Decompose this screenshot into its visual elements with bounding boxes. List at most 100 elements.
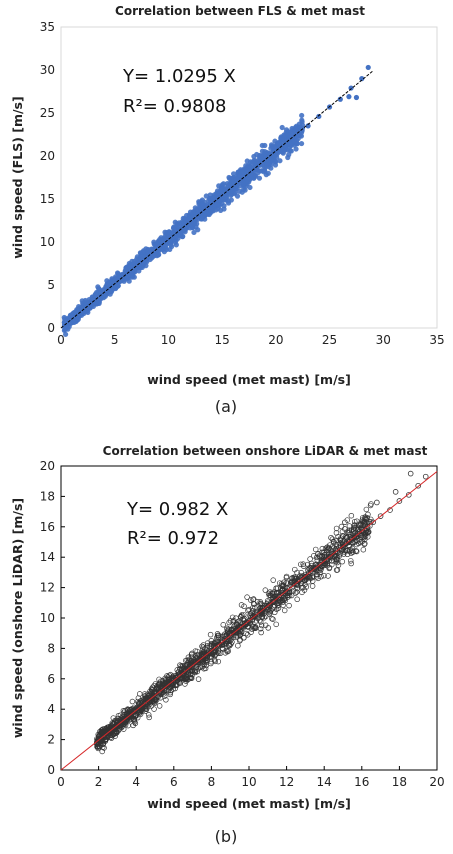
scatter-point-a bbox=[251, 153, 257, 160]
scatter-point-b bbox=[137, 711, 144, 717]
scatter-point-a bbox=[274, 154, 280, 160]
scatter-point-b bbox=[135, 698, 141, 705]
scatter-point-b bbox=[286, 592, 293, 599]
x-tick-label-a: 10 bbox=[161, 333, 176, 347]
x-tick-label-b: 0 bbox=[57, 775, 65, 789]
regression-equation-b: Y= 0.982 X bbox=[126, 499, 228, 520]
data-point-a bbox=[353, 94, 360, 101]
scatter-point-b bbox=[337, 550, 344, 557]
scatter-point-a bbox=[239, 189, 245, 195]
data-point-b bbox=[201, 653, 207, 659]
data-point-a bbox=[171, 233, 177, 239]
scatter-point-b bbox=[215, 658, 222, 665]
x-tick-label-a: 0 bbox=[57, 333, 65, 347]
data-point-a bbox=[160, 241, 166, 248]
y-tick-label-b: 0 bbox=[47, 763, 55, 777]
data-point-b bbox=[208, 648, 215, 655]
data-point-b bbox=[289, 584, 296, 591]
scatter-point-b bbox=[357, 539, 363, 545]
data-point-b bbox=[302, 574, 309, 580]
scatter-point-b bbox=[129, 698, 136, 705]
scatter-point-b bbox=[328, 534, 334, 541]
data-point-b bbox=[157, 688, 164, 694]
scatter-point-b bbox=[149, 687, 155, 693]
data-point-b bbox=[370, 519, 376, 526]
scatter-point-a bbox=[206, 198, 212, 204]
y-tick-label-b: 14 bbox=[40, 550, 55, 564]
scatter-point-b bbox=[319, 563, 325, 570]
scatter-point-a bbox=[189, 223, 195, 229]
scatter-point-b bbox=[120, 726, 127, 732]
scatter-point-b bbox=[286, 602, 292, 609]
scatter-point-b bbox=[326, 565, 333, 572]
scatter-point-a bbox=[104, 281, 110, 287]
data-point-a bbox=[112, 279, 118, 286]
scatter-point-a bbox=[253, 173, 259, 179]
scatter-point-a bbox=[264, 161, 270, 167]
scatter-point-b bbox=[331, 539, 337, 545]
data-point-b bbox=[364, 523, 371, 530]
scatter-point-a bbox=[216, 183, 222, 189]
scatter-point-b bbox=[248, 597, 254, 603]
scatter-point-a bbox=[145, 247, 152, 253]
scatter-point-b bbox=[312, 546, 319, 553]
scatter-point-b bbox=[141, 691, 148, 697]
scatter-point-b bbox=[301, 587, 308, 593]
data-point-b bbox=[283, 587, 290, 594]
scatter-point-b bbox=[361, 534, 367, 541]
scatter-point-b bbox=[111, 721, 118, 727]
scatter-point-b bbox=[322, 552, 328, 558]
scatter-point-a bbox=[215, 190, 221, 196]
scatter-point-b bbox=[191, 668, 198, 674]
scatter-point-b bbox=[257, 599, 264, 605]
data-point-b bbox=[171, 677, 177, 684]
scatter-point-a bbox=[258, 153, 264, 159]
scatter-point-b bbox=[203, 662, 210, 669]
y-axis-label-a: wind speed (FLS) [m/s] bbox=[10, 96, 25, 258]
scatter-point-b bbox=[269, 615, 275, 622]
scatter-point-b bbox=[184, 657, 190, 664]
scatter-point-b bbox=[362, 540, 368, 547]
data-point-b bbox=[415, 482, 422, 489]
scatter-point-b bbox=[278, 595, 284, 602]
scatter-point-a bbox=[256, 175, 263, 181]
panel-caption-b: (b) bbox=[215, 827, 238, 846]
scatter-point-b bbox=[339, 558, 346, 565]
scatter-point-a bbox=[299, 117, 305, 123]
scatter-point-a bbox=[172, 219, 178, 225]
data-point-a bbox=[365, 64, 371, 71]
scatter-point-b bbox=[281, 579, 287, 586]
data-point-b bbox=[251, 613, 258, 620]
scatter-point-b bbox=[289, 575, 295, 582]
scatter-point-b bbox=[194, 651, 201, 658]
scatter-point-b bbox=[258, 622, 265, 629]
scatter-point-b bbox=[216, 650, 222, 657]
scatter-point-b bbox=[159, 677, 166, 684]
y-tick-label-b: 18 bbox=[40, 489, 55, 503]
scatter-point-b bbox=[257, 601, 263, 607]
scatter-point-b bbox=[288, 592, 295, 599]
x-tick-label-b: 4 bbox=[132, 775, 140, 789]
data-point-b bbox=[407, 470, 414, 477]
scatter-point-b bbox=[365, 529, 372, 535]
scatter-point-b bbox=[134, 714, 141, 721]
scatter-point-b bbox=[273, 621, 279, 628]
data-point-b bbox=[144, 697, 151, 703]
scatter-point-b bbox=[333, 530, 340, 536]
scatter-point-b bbox=[220, 622, 227, 628]
scatter-point-a bbox=[225, 198, 232, 204]
scatter-point-b bbox=[200, 642, 207, 648]
scatter-point-b bbox=[152, 681, 159, 687]
scatter-point-b bbox=[347, 547, 353, 553]
scatter-point-b bbox=[200, 661, 206, 667]
scatter-point-b bbox=[138, 699, 144, 706]
scatter-point-b bbox=[99, 748, 105, 755]
scatter-point-b bbox=[280, 602, 286, 608]
scatter-point-b bbox=[317, 569, 323, 576]
y-tick-label-a: 30 bbox=[40, 63, 55, 77]
x-axis-label-b: wind speed (met mast) [m/s] bbox=[147, 796, 351, 811]
scatter-point-a bbox=[282, 132, 288, 138]
scatter-point-b bbox=[333, 556, 340, 563]
scatter-point-b bbox=[315, 575, 321, 582]
scatter-point-b bbox=[115, 728, 121, 734]
